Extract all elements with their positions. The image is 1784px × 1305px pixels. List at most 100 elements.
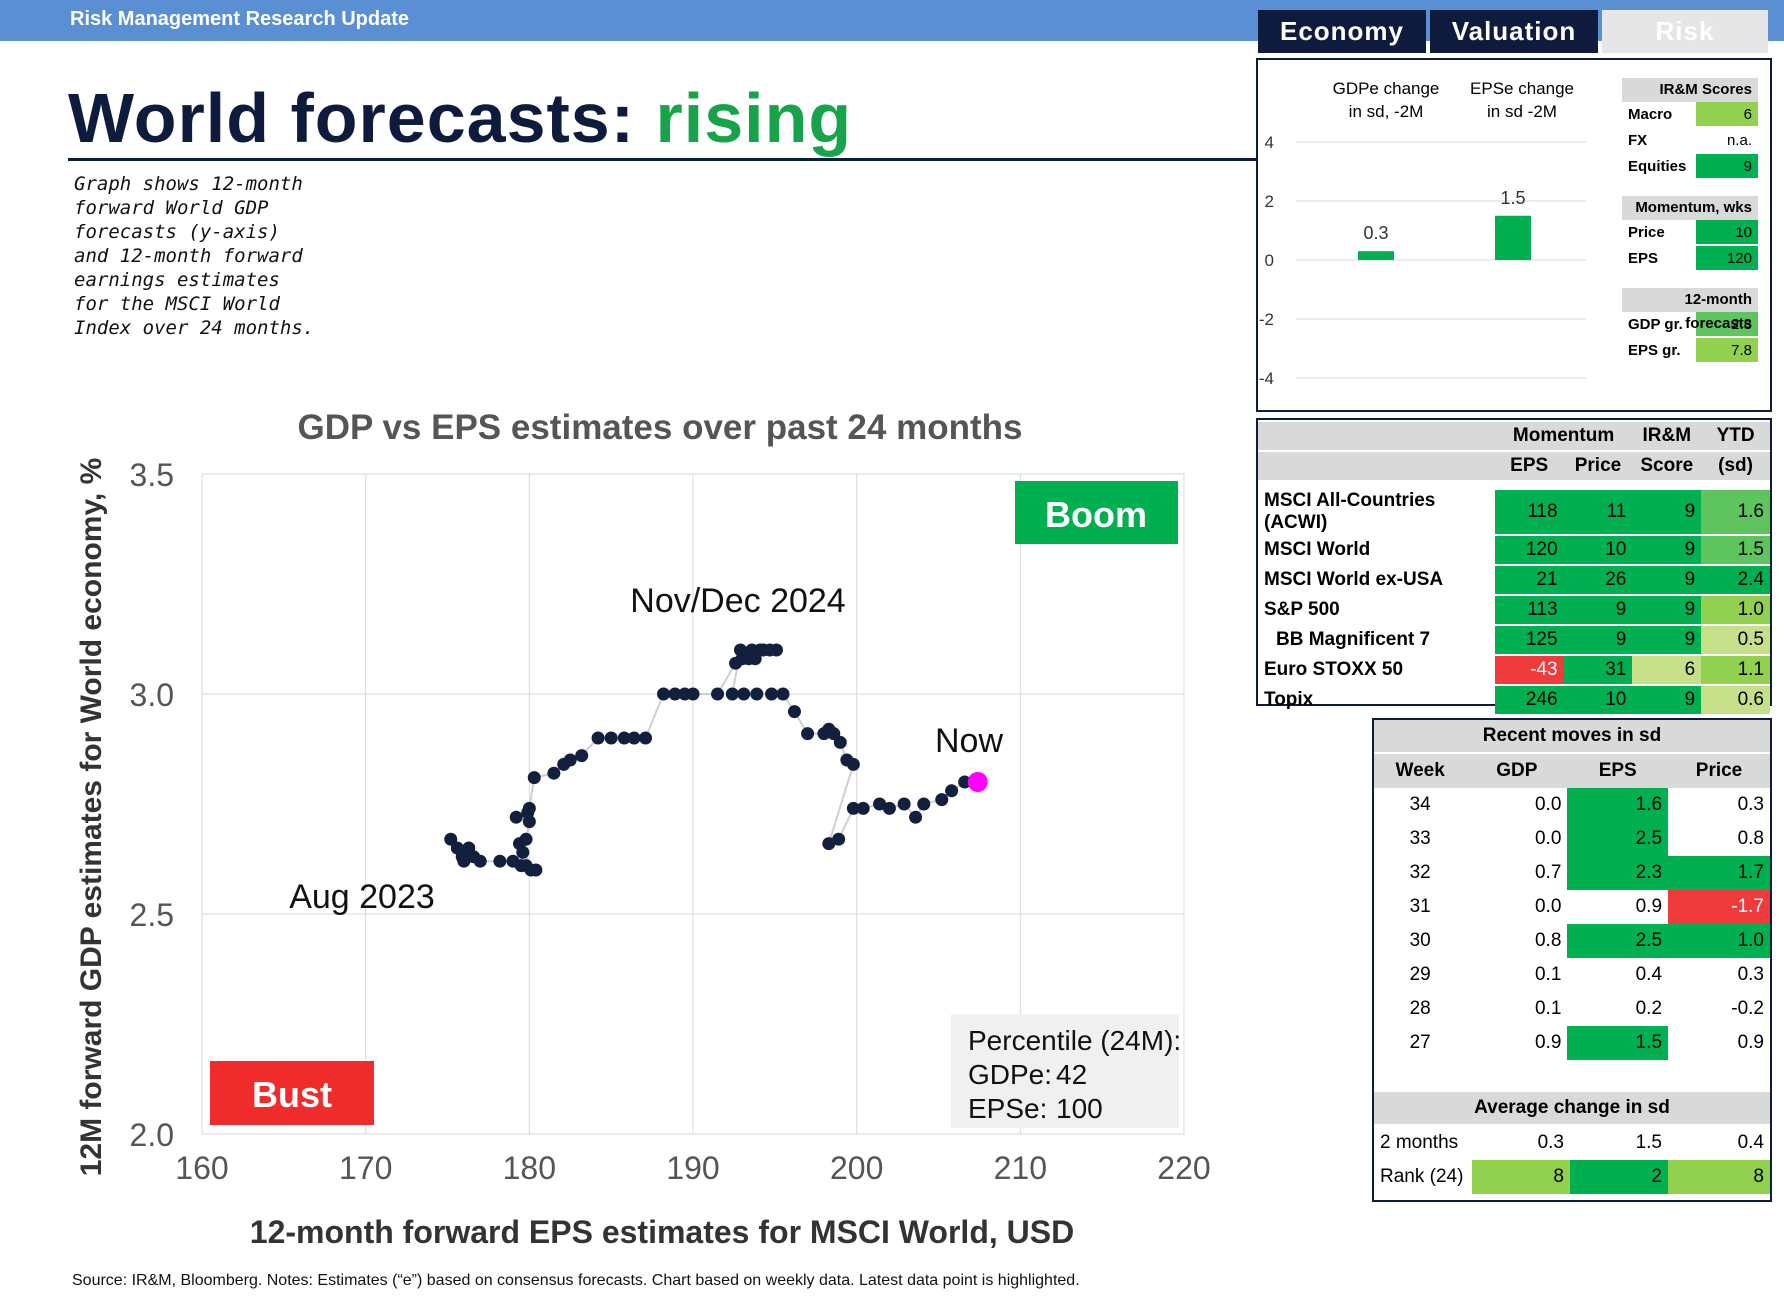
scatter-point	[822, 837, 836, 851]
empty-cell	[1258, 452, 1495, 480]
scatter-point	[846, 757, 860, 771]
page-title: World forecasts: rising	[68, 78, 852, 158]
market-eps: 21	[1494, 566, 1564, 594]
scatter-point	[737, 687, 751, 701]
bar-ytick-label: 4	[1265, 133, 1274, 152]
group-irm: IR&M	[1642, 425, 1692, 446]
market-ytd: 1.1	[1701, 656, 1770, 684]
scatter-point	[846, 801, 860, 815]
price: 0.9	[1737, 1032, 1764, 1053]
col-gdp: GDP	[1496, 760, 1538, 781]
market-table-panel: Momentum IR&M YTD EPS Price Score (sd) M…	[1256, 418, 1772, 714]
gdp: 0.0	[1534, 896, 1562, 917]
momentum-label: EPS	[1622, 245, 1696, 272]
recent-row: 27 0.9 1.5 0.9	[1374, 1026, 1770, 1060]
market-eps: -43	[1494, 656, 1564, 684]
eps-change-label-line2: in sd -2M	[1487, 102, 1557, 121]
page-title-main: World forecasts:	[68, 79, 656, 157]
week: 30	[1409, 930, 1431, 951]
scatter-point	[909, 810, 923, 824]
market-eps: 125	[1494, 626, 1564, 654]
gdp: 0.0	[1534, 794, 1562, 815]
eps: 1.5	[1567, 1026, 1669, 1060]
recent-row: 31 0.0 0.9 -1.7	[1374, 890, 1770, 924]
bar-eps	[1495, 215, 1531, 260]
market-score: 6	[1632, 656, 1702, 684]
market-row-acwi: MSCI All-Countries (ACWI) 118 11 9 1.6	[1258, 490, 1770, 534]
market-table-group-row: Momentum IR&M YTD	[1258, 422, 1770, 450]
forecast-label: EPS gr.	[1622, 337, 1696, 364]
x-tick-label: 170	[339, 1150, 392, 1186]
tab-risk[interactable]: Risk	[1602, 10, 1768, 53]
bar-ytick-label: 2	[1265, 192, 1274, 211]
avg-label: Rank (24)	[1380, 1166, 1464, 1187]
market-score: 9	[1632, 566, 1702, 594]
market-table-header-row: EPS Price Score (sd)	[1258, 452, 1770, 480]
bar-data-label: 0.3	[1363, 223, 1388, 243]
recent-row: 29 0.1 0.4 0.3	[1374, 958, 1770, 992]
y-tick-label: 2.0	[130, 1117, 174, 1153]
momentum-header: Momentum, wks	[1622, 196, 1758, 220]
week: 32	[1409, 862, 1431, 883]
forecast-value: 2.8	[1696, 312, 1758, 338]
scatter-point	[527, 771, 541, 785]
annotation-aug-2023: Aug 2023	[289, 878, 435, 916]
avg-price: 8	[1668, 1160, 1770, 1194]
annotation-nov-dec-2024: Nov/Dec 2024	[630, 582, 845, 620]
bust-label: Bust	[252, 1074, 332, 1115]
market-eps: 246	[1494, 686, 1564, 714]
col-eps: EPS	[1598, 760, 1637, 781]
scatter-point	[617, 731, 631, 745]
group-momentum: Momentum	[1512, 425, 1615, 446]
market-score: 9	[1632, 626, 1702, 654]
eps-change-label-line1: EPSe change	[1470, 79, 1574, 98]
x-tick-label: 210	[994, 1150, 1047, 1186]
scatter-point	[627, 731, 641, 745]
scatter-point-latest	[967, 772, 988, 792]
percentile-title: Percentile (24M):	[968, 1025, 1181, 1056]
score-row-equities: Equities 9	[1622, 153, 1758, 180]
week: 31	[1409, 896, 1431, 917]
market-row-world: MSCI World 120 10 9 1.5	[1258, 536, 1770, 564]
scatter-point	[604, 731, 618, 745]
avg-eps: 1.5	[1635, 1132, 1662, 1153]
gdp: 0.0	[1534, 828, 1562, 849]
market-name: MSCI World ex-USA	[1264, 569, 1444, 590]
avg-row-rank: Rank (24) 8 2 8	[1374, 1160, 1770, 1194]
scatter-point	[575, 749, 589, 763]
spacer	[1622, 180, 1758, 196]
score-label: FX	[1622, 127, 1696, 154]
eps: 0.4	[1635, 964, 1663, 985]
scatter-point	[519, 832, 533, 846]
source-note: Source: IR&M, Bloomberg. Notes: Estimate…	[72, 1272, 1080, 1289]
scatter-point	[856, 801, 870, 815]
market-ytd: 1.5	[1701, 536, 1770, 564]
eps: 2.5	[1567, 924, 1669, 958]
irm-scores-header: IR&M Scores	[1622, 78, 1758, 102]
tab-valuation[interactable]: Valuation	[1430, 10, 1598, 53]
forecast-value: 7.8	[1696, 337, 1758, 364]
market-price: 10	[1563, 686, 1633, 714]
market-eps: 120	[1494, 536, 1564, 564]
scatter-point	[473, 854, 487, 868]
scatter-point	[745, 643, 759, 657]
score-value: 6	[1696, 102, 1758, 128]
score-value: n.a.	[1696, 127, 1758, 154]
gdp-change-label-line1: GDPe change	[1332, 79, 1440, 98]
scatter-point	[935, 793, 949, 807]
scatter-point	[917, 797, 931, 811]
recent-moves-header: Week GDP EPS Price	[1374, 753, 1770, 788]
price: 0.8	[1737, 828, 1764, 849]
scatter-point	[509, 810, 523, 824]
scatter-point	[657, 687, 671, 701]
gdp: 0.1	[1534, 998, 1562, 1019]
percentile-gdp-label: GDPe:	[968, 1059, 1052, 1090]
scatter-point	[733, 643, 747, 657]
scatter-point	[756, 643, 770, 657]
score-label: Equities	[1622, 153, 1696, 180]
scatter-point	[547, 766, 561, 780]
tab-economy[interactable]: Economy	[1258, 10, 1426, 53]
week: 28	[1409, 998, 1431, 1019]
scatter-point	[958, 775, 972, 789]
average-change-table: 2 months 0.3 1.5 0.4 Rank (24) 8 2 8	[1374, 1126, 1770, 1194]
